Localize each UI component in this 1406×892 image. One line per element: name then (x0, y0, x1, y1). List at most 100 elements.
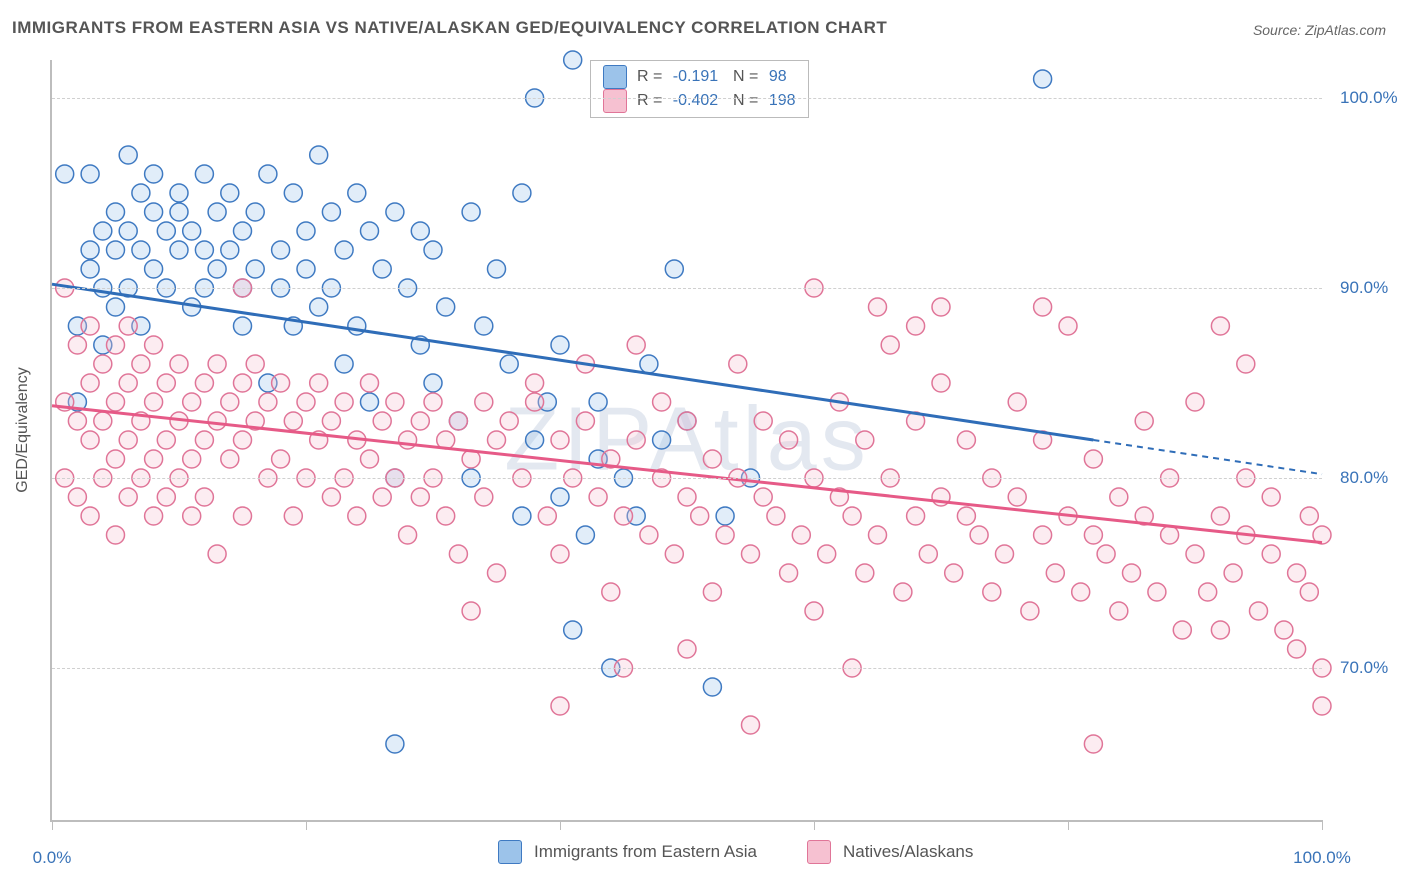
scatter-point (132, 355, 150, 373)
scatter-point (576, 412, 594, 430)
scatter-point (81, 507, 99, 525)
scatter-point (919, 545, 937, 563)
scatter-point (246, 355, 264, 373)
scatter-point (818, 545, 836, 563)
scatter-point (145, 393, 163, 411)
scatter-point (475, 317, 493, 335)
scatter-point (386, 203, 404, 221)
scatter-point (234, 317, 252, 335)
scatter-point (81, 260, 99, 278)
gridline (52, 98, 1322, 99)
scatter-point (183, 507, 201, 525)
legend-swatch (498, 840, 522, 864)
y-axis-title: GED/Equivalency (14, 367, 32, 492)
scatter-point (361, 222, 379, 240)
scatter-point (1199, 583, 1217, 601)
scatter-point (881, 336, 899, 354)
scatter-point (805, 602, 823, 620)
scatter-point (691, 507, 709, 525)
gridline (52, 668, 1322, 669)
trend-line-extrapolated (1093, 440, 1322, 474)
scatter-point (145, 260, 163, 278)
scatter-point (361, 374, 379, 392)
scatter-point (488, 431, 506, 449)
scatter-point (843, 507, 861, 525)
scatter-point (335, 393, 353, 411)
scatter-point (107, 336, 125, 354)
scatter-point (284, 507, 302, 525)
scatter-point (449, 412, 467, 430)
scatter-point (183, 393, 201, 411)
scatter-point (1084, 735, 1102, 753)
scatter-point (615, 507, 633, 525)
scatter-point (1262, 545, 1280, 563)
scatter-point (957, 507, 975, 525)
scatter-point (1275, 621, 1293, 639)
scatter-point (1224, 564, 1242, 582)
scatter-point (81, 431, 99, 449)
scatter-point (754, 412, 772, 430)
scatter-point (272, 374, 290, 392)
scatter-point (1300, 507, 1318, 525)
scatter-point (157, 488, 175, 506)
scatter-point (1237, 355, 1255, 373)
scatter-point (119, 317, 137, 335)
scatter-point (424, 374, 442, 392)
scatter-point (1008, 393, 1026, 411)
scatter-point (475, 393, 493, 411)
scatter-point (411, 488, 429, 506)
scatter-point (1034, 526, 1052, 544)
scatter-point (551, 431, 569, 449)
scatter-point (449, 545, 467, 563)
scatter-point (640, 526, 658, 544)
stats-legend-row: R = -0.191 N = 98 (603, 65, 796, 89)
scatter-point (462, 203, 480, 221)
scatter-point (1072, 583, 1090, 601)
scatter-point (513, 507, 531, 525)
scatter-point (195, 431, 213, 449)
scatter-point (284, 412, 302, 430)
scatter-point (907, 317, 925, 335)
scatter-point (665, 260, 683, 278)
scatter-svg (52, 60, 1322, 820)
scatter-point (856, 431, 874, 449)
scatter-point (107, 298, 125, 316)
scatter-point (653, 393, 671, 411)
y-tick-label: 90.0% (1340, 278, 1388, 298)
scatter-point (259, 165, 277, 183)
scatter-point (729, 355, 747, 373)
scatter-point (107, 203, 125, 221)
scatter-point (81, 317, 99, 335)
scatter-point (703, 678, 721, 696)
scatter-point (81, 241, 99, 259)
x-tick-label: 0.0% (33, 848, 72, 868)
scatter-point (208, 545, 226, 563)
scatter-point (488, 260, 506, 278)
scatter-point (1211, 317, 1229, 335)
scatter-point (894, 583, 912, 601)
series-legend-item: Immigrants from Eastern Asia (498, 840, 757, 864)
scatter-point (564, 51, 582, 69)
scatter-point (589, 488, 607, 506)
scatter-point (780, 564, 798, 582)
scatter-point (272, 450, 290, 468)
scatter-point (234, 431, 252, 449)
r-label: R = (637, 68, 662, 86)
x-tick (814, 820, 815, 830)
scatter-point (119, 222, 137, 240)
scatter-point (81, 374, 99, 392)
scatter-point (157, 374, 175, 392)
scatter-point (437, 298, 455, 316)
scatter-point (945, 564, 963, 582)
gridline (52, 288, 1322, 289)
scatter-point (716, 526, 734, 544)
scatter-point (1059, 317, 1077, 335)
scatter-point (640, 355, 658, 373)
scatter-point (234, 374, 252, 392)
scatter-point (526, 374, 544, 392)
scatter-point (500, 412, 518, 430)
scatter-point (1186, 393, 1204, 411)
scatter-point (1250, 602, 1268, 620)
scatter-point (195, 241, 213, 259)
scatter-point (132, 241, 150, 259)
